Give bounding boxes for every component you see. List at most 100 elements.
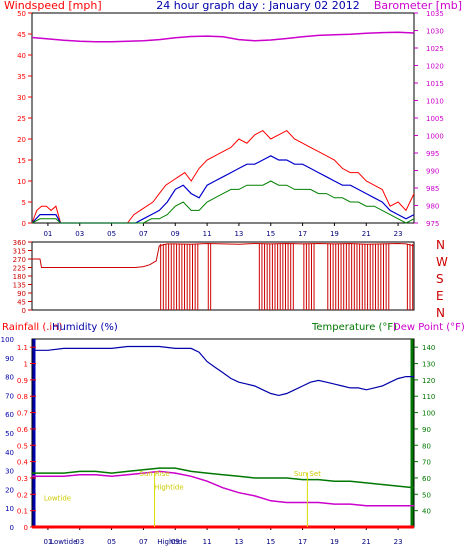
tide-sun-annotation: Lowtide xyxy=(44,495,71,503)
clim-x-tick-label: 05 xyxy=(107,538,116,546)
climate-panel: Rainfall (.in)Humidity (%) Temperature (°… xyxy=(1,322,465,546)
rain-tick-label: 0.6 xyxy=(17,426,29,434)
baro-y-tick-label: 975 xyxy=(426,220,439,228)
rain-tick-label: 1 xyxy=(24,361,28,369)
rain-tick-label: 0.2 xyxy=(17,491,28,499)
wind-y-tick-label: 10 xyxy=(17,178,26,186)
rain-tick-label: 0.5 xyxy=(17,442,28,450)
wind-speed-line xyxy=(31,180,415,224)
compass-label: N xyxy=(436,306,445,320)
humidity-tick-label: 70 xyxy=(5,392,14,400)
baro-y-tick-label: 1020 xyxy=(426,63,444,71)
humidity-tick-label: 90 xyxy=(5,355,14,363)
dewpoint-line xyxy=(32,470,414,507)
rain-tick-label: 0.9 xyxy=(17,377,28,385)
tide-sun-annotation: Sun Rise xyxy=(139,470,169,478)
baro-y-tick-label: 995 xyxy=(426,150,439,158)
graph-date-title: 24 hour graph day : January 02 2012 xyxy=(156,0,360,12)
clim-x-tick-label: 15 xyxy=(266,538,275,546)
clim-x-tick-label: 19 xyxy=(330,538,339,546)
wind-y-tick-label: 5 xyxy=(22,199,26,207)
wind-x-tick-label: 07 xyxy=(139,230,148,238)
tide-sun-annotation: Hightide xyxy=(154,483,184,491)
wind-x-tick-label: 21 xyxy=(362,230,371,238)
temp-tick-label: 60 xyxy=(422,475,431,483)
temp-tick-label: 70 xyxy=(422,459,431,467)
rain-tick-label: 1.1 xyxy=(17,344,28,352)
humidity-tick-label: 20 xyxy=(5,486,14,494)
wind-panel: 0510152025303540455097598098599099510001… xyxy=(17,10,444,238)
wind-direction-line xyxy=(32,242,415,268)
compass-label: S xyxy=(436,272,444,286)
baro-y-tick-label: 1000 xyxy=(426,133,444,141)
rain-tick-label: 0.8 xyxy=(17,393,28,401)
clim-x-tick-label: 23 xyxy=(394,538,403,546)
humidity-tick-label: 100 xyxy=(1,336,14,344)
humidity-axis-title: Humidity (%) xyxy=(52,322,118,333)
compass-label: W xyxy=(436,255,448,269)
humidity-tick-label: 80 xyxy=(5,374,14,382)
rain-tick-label: 0 xyxy=(24,524,28,532)
rain-tick-label: 0.3 xyxy=(17,475,28,483)
wind-y-tick-label: 0 xyxy=(22,220,26,228)
wind-x-tick-label: 01 xyxy=(43,230,52,238)
wind-y-tick-label: 45 xyxy=(17,31,26,39)
barometer-line xyxy=(31,31,415,43)
tide-sun-annotation: Sun Set xyxy=(294,470,321,478)
baro-y-tick-label: 1030 xyxy=(426,28,444,36)
wind-x-tick-label: 03 xyxy=(75,230,84,238)
dir-y-tick-label: 180 xyxy=(13,273,26,281)
clim-x-tick-label: 11 xyxy=(203,538,212,546)
humidity-tick-label: 0 xyxy=(10,524,14,532)
dir-y-tick-label: 270 xyxy=(13,256,26,264)
temp-tick-label: 40 xyxy=(422,508,431,516)
temp-tick-label: 80 xyxy=(422,442,431,450)
dewpoint-axis-title: Dew Point (°F) xyxy=(393,322,465,333)
wind-x-tick-label: 17 xyxy=(298,230,307,238)
baro-y-tick-label: 1010 xyxy=(426,98,444,106)
dir-y-tick-label: 135 xyxy=(13,282,26,290)
humidity-tick-label: 40 xyxy=(5,449,14,457)
baro-y-tick-label: 985 xyxy=(426,185,439,193)
temp-tick-label: 100 xyxy=(422,410,435,418)
wind-average-line xyxy=(31,155,415,224)
wind-y-tick-label: 40 xyxy=(17,52,26,60)
wind-x-tick-label: 23 xyxy=(394,230,403,238)
bottom-hightide-label: Hightide xyxy=(157,538,187,546)
baro-y-tick-label: 1015 xyxy=(426,80,444,88)
clim-x-tick-label: 13 xyxy=(234,538,243,546)
rainfall-axis-title: Rainfall (.in) xyxy=(2,322,63,333)
humidity-tick-label: 60 xyxy=(5,411,14,419)
wind-y-tick-label: 50 xyxy=(17,10,26,18)
baro-y-tick-label: 1025 xyxy=(426,45,444,53)
wind-x-tick-label: 13 xyxy=(234,230,243,238)
wind-y-tick-label: 20 xyxy=(17,136,26,144)
dir-y-tick-label: 45 xyxy=(17,299,26,307)
humidity-tick-label: 50 xyxy=(5,430,14,438)
wind-x-tick-label: 11 xyxy=(203,230,212,238)
compass-label: N xyxy=(436,238,445,252)
temp-tick-label: 120 xyxy=(422,377,435,385)
wind-y-tick-label: 15 xyxy=(17,157,26,165)
baro-y-tick-label: 990 xyxy=(426,168,439,176)
temperature-line xyxy=(32,467,415,489)
clim-x-tick-label: 09 xyxy=(171,538,180,546)
clim-x-tick-label: 01 xyxy=(43,538,52,546)
rain-tick-label: 0.4 xyxy=(17,459,29,467)
clim-x-tick-label: 21 xyxy=(362,538,371,546)
windspeed-title: Windspeed [mph] xyxy=(4,0,102,12)
wind-x-tick-label: 19 xyxy=(330,230,339,238)
wind-x-tick-label: 05 xyxy=(107,230,116,238)
dir-y-tick-label: 90 xyxy=(17,290,26,298)
wind-y-tick-label: 25 xyxy=(17,115,26,123)
wind-x-tick-label: 15 xyxy=(266,230,275,238)
temp-tick-label: 50 xyxy=(422,491,431,499)
dir-y-tick-label: 360 xyxy=(13,239,26,247)
clim-x-tick-label: 03 xyxy=(75,538,84,546)
humidity-tick-label: 30 xyxy=(5,468,14,476)
rain-tick-label: 0.7 xyxy=(17,410,28,418)
temperature-axis-title: Temperature (°F) xyxy=(311,322,397,333)
bottom-lowtide-label: Lowtide xyxy=(50,538,77,546)
